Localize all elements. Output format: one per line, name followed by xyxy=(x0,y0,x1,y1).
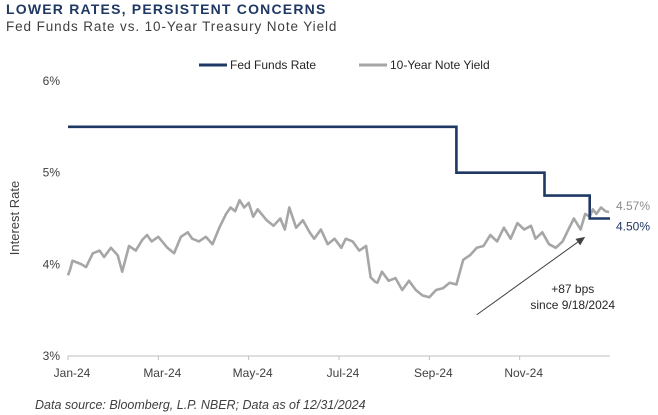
data-source-note: Data source: Bloomberg, L.P. NBER; Data … xyxy=(35,398,366,412)
legend-label-ten-year: 10-Year Note Yield xyxy=(390,58,490,72)
y-tick-label: 3% xyxy=(43,349,61,363)
y-axis-label: Interest Rate xyxy=(7,181,22,255)
x-tick-label: Jul-24 xyxy=(327,366,360,380)
chart-title: LOWER RATES, PERSISTENT CONCERNS xyxy=(6,1,327,17)
legend-label-fed-funds: Fed Funds Rate xyxy=(230,58,316,72)
annotation-bps: +87 bps xyxy=(551,282,594,296)
x-tick-label: May-24 xyxy=(233,366,273,380)
y-tick-label: 4% xyxy=(43,257,61,271)
chart-subtitle: Fed Funds Rate vs. 10-Year Treasury Note… xyxy=(6,19,338,34)
end-label-fed-funds: 4.50% xyxy=(616,220,650,234)
series-line-ten-year xyxy=(66,198,610,299)
y-tick-label: 6% xyxy=(43,74,61,88)
x-tick-label: Mar-24 xyxy=(143,366,181,380)
x-tick-label: Nov-24 xyxy=(504,366,543,380)
y-tick-label: 5% xyxy=(43,166,61,180)
end-label-ten-year: 4.57% xyxy=(616,199,650,213)
x-tick-label: Sep-24 xyxy=(414,366,453,380)
trend-arrow xyxy=(476,241,579,316)
x-tick-label: Jan-24 xyxy=(54,366,91,380)
series-line-fed-funds xyxy=(68,125,610,220)
annotation-since: since 9/18/2024 xyxy=(530,298,615,312)
trend-arrow-head xyxy=(575,236,586,246)
